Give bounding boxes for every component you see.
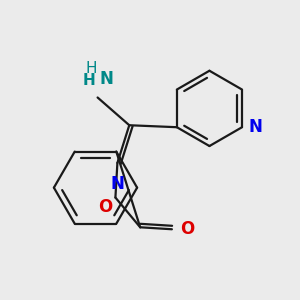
- Text: H: H: [86, 61, 98, 76]
- Text: O: O: [180, 220, 194, 238]
- Text: O: O: [98, 199, 112, 217]
- Text: N: N: [249, 118, 263, 136]
- Text: H: H: [83, 73, 96, 88]
- Text: N: N: [100, 70, 113, 88]
- Text: N: N: [110, 175, 124, 193]
